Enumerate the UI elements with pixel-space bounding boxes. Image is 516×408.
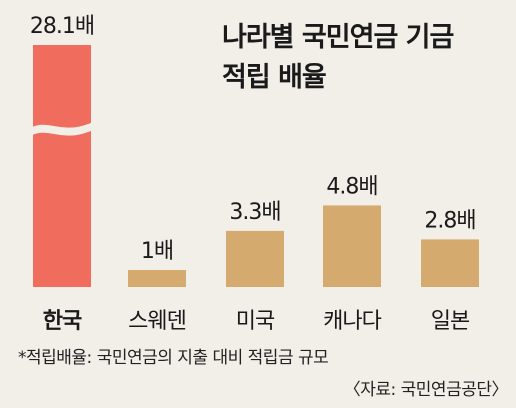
bar-4-value-label: 4.8배 [326,174,377,199]
category-label-1: 한국 [43,309,82,334]
bar-3 [226,230,284,287]
bar-5 [421,239,479,287]
bar-1-value-label: 28.1배 [30,14,94,39]
bar-2-value-label: 1배 [141,239,173,264]
chart-footnote: *적립배율: 국민연금의 지출 대비 적립금 규모 [18,348,329,368]
category-label-5: 일본 [431,309,470,334]
chart-title-line-1: 나라별 국민연금 기금 [222,22,454,53]
category-label-2: 스웨덴 [128,309,186,334]
category-label-3: 미국 [236,309,275,334]
bar-2 [128,270,186,287]
bar-1 [33,45,91,287]
chart-title: 나라별 국민연금 기금 적립 배율 [222,18,454,98]
chart-title-line-2: 적립 배율 [222,62,327,93]
bar-4 [323,205,381,287]
category-label-4: 캐나다 [323,309,381,334]
axis-break-mark [31,122,93,136]
bar-3-value-label: 3.3배 [229,200,280,225]
chart-source: 〈자료: 국민연금공단〉 [343,380,509,400]
bar-5-value-label: 2.8배 [424,208,475,233]
